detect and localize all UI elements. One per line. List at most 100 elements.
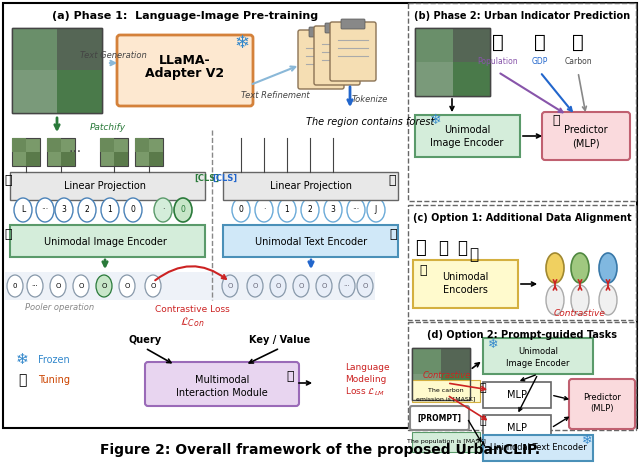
Text: Patchify: Patchify <box>90 123 126 133</box>
Bar <box>483 382 551 408</box>
Ellipse shape <box>270 275 286 297</box>
Ellipse shape <box>174 198 192 222</box>
Ellipse shape <box>119 275 135 297</box>
Text: Frozen: Frozen <box>38 355 70 365</box>
Bar <box>57 28 102 70</box>
Text: 2: 2 <box>308 205 312 214</box>
Text: 🔥: 🔥 <box>286 369 294 382</box>
Text: MLP: MLP <box>507 390 527 400</box>
Text: Linear Projection: Linear Projection <box>270 181 352 191</box>
Text: 🔥: 🔥 <box>480 416 486 426</box>
Ellipse shape <box>571 285 589 315</box>
Text: Tuning: Tuning <box>38 375 70 385</box>
Text: Figure 2: Overall framework of the proposed UrbanCLIP.: Figure 2: Overall framework of the propo… <box>100 443 540 457</box>
Bar <box>12 138 40 166</box>
Bar <box>149 152 163 166</box>
Text: 0: 0 <box>239 205 243 214</box>
Ellipse shape <box>7 275 23 297</box>
Text: ❄: ❄ <box>430 113 442 127</box>
FancyBboxPatch shape <box>542 112 630 160</box>
Bar <box>408 322 636 430</box>
Text: 1: 1 <box>108 205 113 214</box>
Text: Text Generation: Text Generation <box>79 51 147 61</box>
Ellipse shape <box>357 275 373 297</box>
Text: [CLS]: [CLS] <box>212 174 237 183</box>
Text: O: O <box>101 283 107 289</box>
Text: Unimodal Text Encoder: Unimodal Text Encoder <box>255 237 367 247</box>
Ellipse shape <box>301 198 319 222</box>
Bar <box>10 172 205 200</box>
Ellipse shape <box>324 198 342 222</box>
Bar <box>412 348 441 374</box>
Text: Interaction Module: Interaction Module <box>176 388 268 398</box>
Text: Carbon: Carbon <box>564 57 592 66</box>
Text: O: O <box>55 283 61 289</box>
Text: O: O <box>150 283 156 289</box>
Ellipse shape <box>347 198 365 222</box>
Text: ···: ··· <box>31 283 38 289</box>
Text: Text Refinement: Text Refinement <box>241 91 309 99</box>
Bar <box>483 435 593 461</box>
Ellipse shape <box>145 275 161 297</box>
Bar <box>412 348 470 400</box>
Bar <box>415 28 490 96</box>
Ellipse shape <box>255 198 273 222</box>
Text: 1: 1 <box>285 205 289 214</box>
Bar <box>415 28 453 62</box>
Text: 🔥: 🔥 <box>480 383 486 393</box>
Text: 📍: 📍 <box>438 239 448 257</box>
Bar <box>441 374 470 400</box>
Text: The region contains forest: The region contains forest <box>306 117 434 127</box>
FancyBboxPatch shape <box>309 27 333 37</box>
Bar <box>453 62 490 96</box>
Ellipse shape <box>232 198 250 222</box>
Bar <box>61 152 75 166</box>
Text: Contrastive: Contrastive <box>554 309 606 318</box>
FancyBboxPatch shape <box>314 26 360 85</box>
FancyBboxPatch shape <box>330 22 376 81</box>
Text: O: O <box>124 283 130 289</box>
Ellipse shape <box>50 275 66 297</box>
Text: (c) Option 1: Additional Data Alignment: (c) Option 1: Additional Data Alignment <box>413 213 631 223</box>
Text: Multimodal: Multimodal <box>195 375 249 385</box>
FancyBboxPatch shape <box>569 379 635 429</box>
Text: Query: Query <box>129 335 161 345</box>
Text: 🔥: 🔥 <box>552 113 560 127</box>
Text: Tokenize: Tokenize <box>352 95 388 105</box>
Ellipse shape <box>96 275 112 297</box>
Text: O: O <box>362 283 368 289</box>
Ellipse shape <box>571 253 589 283</box>
Bar <box>412 374 441 400</box>
Text: Unimodal: Unimodal <box>442 272 488 282</box>
Ellipse shape <box>78 198 96 222</box>
FancyBboxPatch shape <box>145 362 299 406</box>
Ellipse shape <box>36 198 54 222</box>
Ellipse shape <box>278 198 296 222</box>
Text: (MLP): (MLP) <box>590 404 614 413</box>
Bar <box>12 28 57 70</box>
Text: 🔥: 🔥 <box>4 227 12 241</box>
Bar <box>5 272 375 300</box>
Bar <box>135 138 163 166</box>
Bar <box>12 138 26 152</box>
Text: 🔥: 🔥 <box>389 227 397 241</box>
Text: 🔥: 🔥 <box>4 174 12 186</box>
Text: ❄: ❄ <box>234 34 250 52</box>
Bar <box>114 152 128 166</box>
Ellipse shape <box>27 275 43 297</box>
Text: Unimodal: Unimodal <box>518 347 558 356</box>
Bar <box>26 152 40 166</box>
Ellipse shape <box>546 253 564 283</box>
Text: Adapter V2: Adapter V2 <box>145 68 225 80</box>
Text: L: L <box>21 205 25 214</box>
Text: Contrastive: Contrastive <box>423 370 471 380</box>
Ellipse shape <box>599 253 617 283</box>
Text: (b) Phase 2: Urban Indicator Prediction: (b) Phase 2: Urban Indicator Prediction <box>414 11 630 21</box>
Text: ❄: ❄ <box>15 353 28 368</box>
Text: ·: · <box>263 205 265 214</box>
Bar <box>12 28 102 113</box>
FancyBboxPatch shape <box>325 23 349 33</box>
Text: O: O <box>78 283 84 289</box>
Text: O: O <box>252 283 258 289</box>
Text: O: O <box>298 283 304 289</box>
